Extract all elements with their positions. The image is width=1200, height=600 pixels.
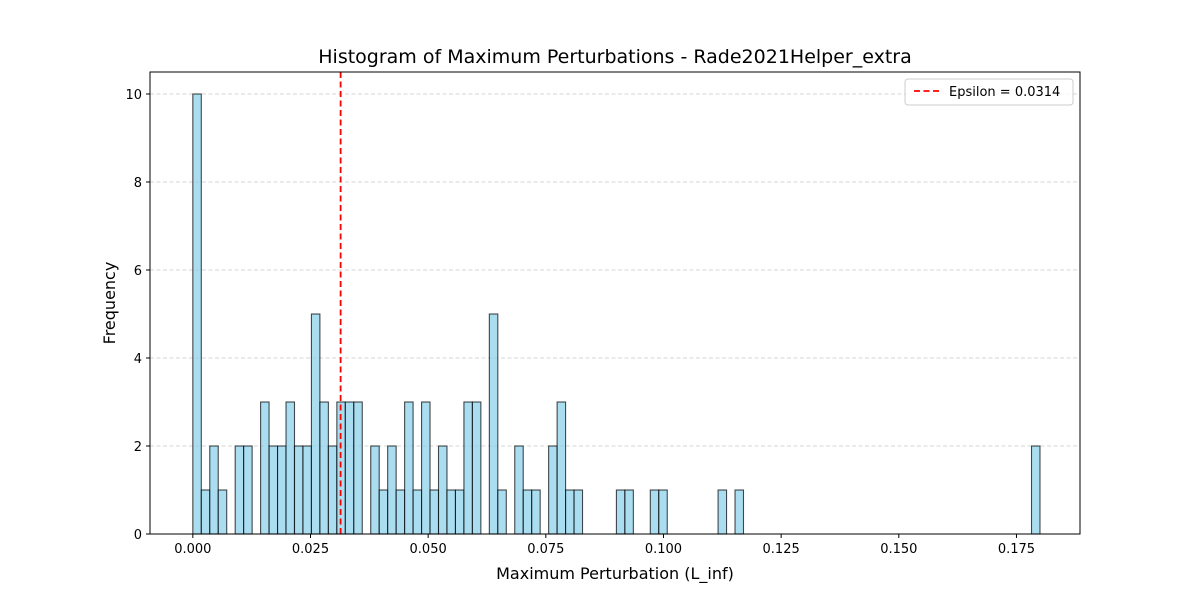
histogram-bar [421,401,431,535]
histogram-bar [276,445,287,535]
y-tick-label: 8 [134,176,142,191]
histogram-bar [429,489,440,535]
histogram-bar [234,445,245,535]
histogram-bar [293,445,304,535]
histogram-bar [522,489,533,535]
x-axis-ticks: 0.000 0.025 0.050 0.075 0.100 0.125 0.150 0.175 [174,534,1035,557]
chart-title: Histogram of Maximum Perturbations - Rad… [318,46,911,68]
y-tick-label: 2 [134,440,142,455]
histogram-bar [344,401,355,535]
histogram-bar [624,489,634,535]
x-axis-label: Maximum Perturbation (L_inf) [496,564,734,584]
histogram-bar [565,489,575,535]
y-axis-label: Frequency [100,262,119,345]
histogram-bar [268,445,279,535]
legend-label: Epsilon = 0.0314 [949,85,1060,100]
histogram-bar [463,401,473,535]
histogram-bar [192,93,202,535]
y-tick-label: 6 [134,264,142,279]
histogram-bar [395,489,406,535]
histogram-bar [319,401,329,535]
histogram-bar [649,489,660,535]
y-tick-label: 10 [125,88,142,103]
histogram-bar [531,489,541,535]
x-tick-label: 0.075 [527,542,564,557]
histogram-bar [446,489,457,535]
histogram-bar [548,445,558,535]
histogram-bar [488,313,499,535]
x-tick-label: 0.175 [998,542,1035,557]
histogram-bar [209,445,219,535]
x-tick-label: 0.050 [410,542,447,557]
legend: Epsilon = 0.0314 [904,78,1074,106]
histogram-bar [353,401,363,535]
histogram-bar [302,445,312,535]
y-axis-ticks: 0 2 4 6 8 10 [125,88,150,543]
y-tick-label: 4 [134,352,142,367]
histogram-bar [260,401,270,535]
histogram-bar [454,489,465,535]
histogram-bar [615,489,626,535]
histogram-bar [378,489,389,535]
histogram-bar [370,445,380,535]
histogram-bar [514,445,524,535]
x-tick-label: 0.100 [645,542,682,557]
histogram-bar [437,445,448,535]
histogram-bar [734,489,745,535]
histogram-bar [243,445,253,535]
histogram-bar [404,401,414,535]
x-tick-label: 0.000 [174,542,211,557]
plot-frame [149,71,1081,535]
x-tick-label: 0.025 [292,542,329,557]
histogram-bar [412,489,423,535]
y-tick-label: 0 [134,528,142,543]
x-tick-label: 0.125 [763,542,800,557]
histogram-bar [573,489,584,535]
histogram-bar [1030,445,1041,535]
histogram-bar [497,489,507,535]
histogram-bar [285,401,296,535]
histogram-bar [387,445,397,535]
x-tick-label: 0.150 [880,542,917,557]
legend-box [904,78,1074,106]
histogram-bar [556,401,567,535]
histogram-bar [658,489,668,535]
histogram-bar [200,489,211,535]
histogram-bar [310,313,321,535]
histogram-bar [217,489,228,535]
histogram-bar [327,445,338,535]
histogram-bar [471,401,482,535]
histogram-bar [717,489,728,535]
